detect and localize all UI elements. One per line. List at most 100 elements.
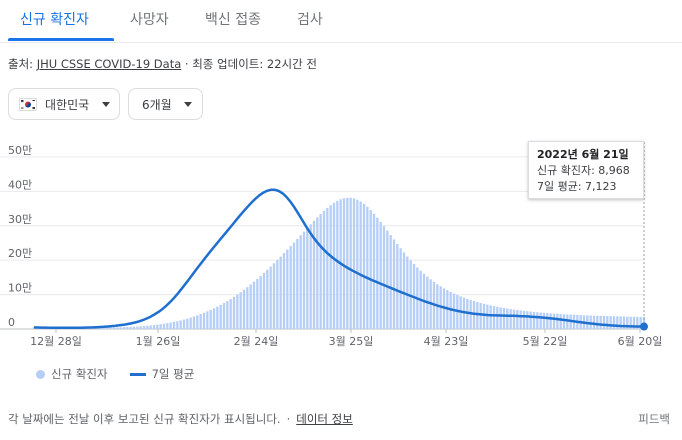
chevron-down-icon xyxy=(102,101,111,107)
feedback-link[interactable]: 피드백 xyxy=(638,412,670,426)
chart-tooltip: 2022년 6월 21일 신규 확진자: 8,968 7일 평균: 7,123 xyxy=(528,141,644,199)
legend-line-swatch xyxy=(129,372,146,376)
bar-new-cases xyxy=(399,248,402,329)
bar-new-cases xyxy=(612,316,616,329)
bar-new-cases xyxy=(532,311,536,329)
bar-new-cases xyxy=(212,308,216,329)
bar-new-cases xyxy=(216,306,219,329)
bar-new-cases xyxy=(176,321,179,329)
bar-new-cases xyxy=(259,275,262,329)
bar-new-cases xyxy=(326,207,329,329)
bar-new-cases xyxy=(232,296,236,329)
tooltip-date: 2022년 6월 21일 xyxy=(537,148,629,161)
bar-new-cases xyxy=(236,294,239,329)
bar-new-cases xyxy=(526,311,529,329)
bar-new-cases xyxy=(599,315,602,329)
bar-new-cases xyxy=(156,324,159,329)
covid-chart[interactable]: 0 10만 20만 30만 40만 50만 12월 28일 1월 26일 2월 24일 3월 25… xyxy=(0,130,682,360)
bar-new-cases xyxy=(356,199,359,329)
data-info-link[interactable]: 데이터 정보 xyxy=(296,412,353,426)
bar-new-cases xyxy=(332,202,336,329)
bar-new-cases xyxy=(239,292,242,329)
bar-new-cases xyxy=(129,326,132,329)
bar-new-cases xyxy=(389,235,392,329)
bar-new-cases xyxy=(636,316,639,329)
bar-new-cases xyxy=(316,217,319,329)
bar-new-cases xyxy=(256,278,259,329)
bar-new-cases xyxy=(396,243,399,329)
bar-new-cases xyxy=(222,303,226,329)
bar-new-cases xyxy=(519,310,522,329)
bar-new-cases xyxy=(499,307,502,329)
source-link[interactable]: JHU CSSE COVID-19 Data xyxy=(36,57,182,71)
chart-area[interactable]: 0 10만 20만 30만 40만 50만 12월 28일 1월 26일 2월 24일 3월 25… xyxy=(0,130,682,360)
bar-new-cases xyxy=(552,313,556,329)
bar-new-cases xyxy=(372,213,376,329)
y-tick-label: 0 xyxy=(8,316,15,329)
bar-new-cases xyxy=(539,312,542,329)
bar-new-cases xyxy=(142,326,146,329)
bar-new-cases xyxy=(112,327,116,329)
footer-note-text: 각 날짜에는 전날 이후 보고된 신규 확진자가 표시됩니다. xyxy=(8,412,281,426)
bar-new-cases xyxy=(309,224,312,329)
bar-new-cases xyxy=(489,305,492,329)
bar-new-cases xyxy=(99,327,102,329)
bar-new-cases xyxy=(556,313,559,329)
bar-new-cases xyxy=(226,301,229,329)
footer-separator: · xyxy=(286,412,291,426)
bar-new-cases xyxy=(476,302,479,329)
bar-new-cases xyxy=(566,314,569,329)
y-tick-label: 50만 xyxy=(8,144,32,157)
active-tab-indicator xyxy=(8,38,114,41)
hover-point xyxy=(640,322,648,331)
bar-new-cases xyxy=(312,220,316,329)
bar-new-cases xyxy=(559,314,562,329)
tab-tests[interactable]: 검사 xyxy=(297,12,323,28)
bar-new-cases xyxy=(546,313,549,329)
bar-new-cases xyxy=(242,289,246,329)
bar-new-cases xyxy=(146,325,149,329)
period-selector[interactable]: 6개월 xyxy=(128,88,203,120)
bar-new-cases xyxy=(496,306,499,329)
bar-new-cases xyxy=(139,326,142,329)
x-tick-label: 6월 20일 xyxy=(618,334,663,348)
bar-new-cases xyxy=(186,318,189,329)
bar-new-cases xyxy=(279,256,282,329)
bar-new-cases xyxy=(626,316,629,329)
tab-new-cases[interactable]: 신규 확진자 xyxy=(20,12,89,28)
bar-new-cases xyxy=(252,281,256,329)
bar-new-cases xyxy=(616,316,619,329)
tab-deaths[interactable]: 사망자 xyxy=(130,12,169,28)
country-label: 대한민국 xyxy=(45,97,90,112)
bar-new-cases xyxy=(522,310,526,329)
bar-new-cases xyxy=(219,304,222,329)
bar-new-cases xyxy=(122,327,126,329)
data-source-line: 출처: JHU CSSE COVID-19 Data · 최종 업데이트: 22… xyxy=(8,56,317,72)
bar-new-cases xyxy=(249,284,252,329)
bar-new-cases xyxy=(469,300,472,329)
bar-new-cases xyxy=(549,313,552,329)
period-label: 6개월 xyxy=(142,97,172,112)
bar-new-cases xyxy=(169,322,172,329)
bar-new-cases xyxy=(272,263,276,329)
bar-new-cases xyxy=(149,325,152,329)
bar-new-cases xyxy=(109,327,112,329)
bar-new-cases xyxy=(189,317,192,329)
bar-new-cases xyxy=(296,238,299,329)
bar-new-cases xyxy=(299,235,302,329)
country-selector[interactable]: 대한민국 xyxy=(8,88,120,120)
bar-new-cases xyxy=(116,327,119,329)
bar-new-cases xyxy=(482,303,486,329)
bar-new-cases xyxy=(592,315,596,329)
bar-new-cases xyxy=(362,203,366,329)
bar-new-cases xyxy=(286,249,289,329)
tab-vaccinations[interactable]: 백신 접종 xyxy=(205,12,261,28)
bar-new-cases xyxy=(269,266,272,329)
bar-new-cases xyxy=(182,319,186,329)
bar-new-cases xyxy=(229,299,232,329)
tooltip-new-cases: 신규 확진자: 8,968 xyxy=(537,164,630,177)
bar-new-cases xyxy=(629,316,632,329)
bar-new-cases xyxy=(179,320,182,329)
bar-new-cases xyxy=(162,323,166,329)
bar-new-cases xyxy=(516,309,519,329)
